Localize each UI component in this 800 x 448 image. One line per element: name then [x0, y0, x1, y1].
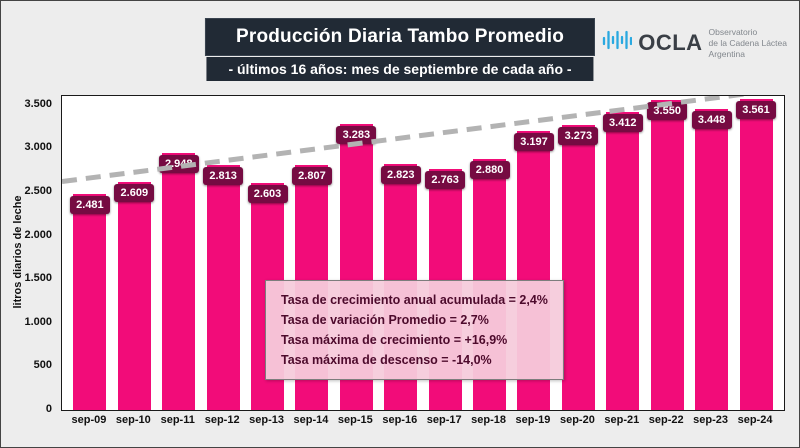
annotation-line: Tasa de variación Promedio = 2,7%: [281, 313, 489, 327]
logo-tagline-line: Observatorio: [708, 27, 758, 37]
x-tick-label: sep-14: [293, 414, 329, 426]
bar-sep-22: 3.550: [647, 96, 688, 410]
x-tick-label: sep-19: [515, 414, 551, 426]
bar-value-label: 2.481: [69, 195, 110, 214]
bar-value-label: 2.603: [247, 185, 288, 203]
x-tick-label: sep-09: [71, 414, 107, 426]
y-tick-label: 2.000: [24, 228, 52, 241]
x-tick-label: sep-16: [382, 414, 418, 426]
bar-value-label: 3.283: [336, 125, 377, 144]
y-tick-label: 1.000: [24, 315, 52, 328]
x-tick-label: sep-15: [337, 414, 373, 426]
bar-sep-21: 3.412: [602, 96, 643, 410]
x-tick-label: sep-10: [115, 414, 151, 426]
y-tick-label: 3.500: [24, 97, 52, 110]
x-tick-label: sep-23: [693, 414, 729, 426]
wave-icon: [602, 28, 633, 57]
annotation-line: Tasa máxima de descenso = -14,0%: [281, 353, 492, 367]
bar-value-label: 2.609: [114, 184, 155, 203]
y-tick-label: 2.500: [24, 184, 52, 197]
chart-title: Producción Diaria Tambo Promedio: [204, 18, 596, 56]
bar-rect: [739, 99, 773, 410]
bar-sep-24: 3.561: [736, 96, 776, 410]
x-tick-label: sep-12: [204, 414, 240, 426]
bar-value-label: 2.880: [469, 160, 510, 179]
x-tick-label: sep-22: [648, 414, 684, 426]
bar-rect: [117, 182, 151, 410]
x-tick-label: sep-21: [604, 414, 640, 426]
bar-value-label: 3.273: [558, 126, 599, 145]
bar-rect: [206, 164, 240, 410]
bar-sep-20: 3.273: [558, 96, 599, 410]
x-tick-label: sep-24: [737, 414, 773, 426]
bar-value-label: 3.561: [736, 101, 776, 120]
bar-rect: [650, 100, 684, 410]
x-tick-label: sep-20: [559, 414, 595, 426]
bar-sep-12: 2.813: [203, 96, 244, 410]
bar-sep-09: 2.481: [69, 96, 110, 410]
chart-subtitle: - últimos 16 años: mes de septiembre de …: [206, 57, 594, 81]
bar-rect: [695, 109, 729, 410]
bar-value-label: 2.807: [291, 167, 332, 186]
bar-value-label: 2.813: [203, 166, 244, 185]
x-tick-label: sep-18: [471, 414, 506, 426]
bar-value-label: 3.550: [647, 102, 688, 121]
ocla-logo: OCLA Observatorio de la Cadena Láctea Ar…: [602, 25, 787, 60]
bar-value-label: 2.948: [158, 154, 199, 173]
logo-wordmark: OCLA: [638, 29, 703, 55]
bar-sep-11: 2.948: [158, 96, 199, 410]
stats-annotation-box: Tasa de crecimiento anual acumulada = 2,…: [265, 280, 564, 380]
y-axis-ticks: 3.500 3.000 2.500 2.000 1.500 1.000 500 0: [1, 95, 57, 415]
bar-sep-10: 2.609: [114, 96, 155, 410]
y-tick-label: 0: [45, 403, 52, 415]
y-tick-label: 1.500: [24, 272, 52, 285]
bar-rect: [73, 193, 107, 410]
bar-value-label: 3.412: [602, 114, 643, 133]
annotation-line: Tasa de crecimiento anual acumulada = 2,…: [281, 293, 548, 307]
annotation-line: Tasa máxima de crecimiento = +16,9%: [281, 333, 508, 347]
logo-tagline-line: de la Cadena Láctea: [708, 38, 787, 49]
bar-rect: [561, 124, 595, 410]
logo-tagline: Observatorio de la Cadena Láctea Argenti…: [709, 25, 787, 60]
y-tick-label: 3.000: [24, 141, 52, 154]
x-tick-label: sep-17: [426, 414, 462, 426]
bar-value-label: 3.448: [691, 111, 732, 130]
bar-sep-23: 3.448: [691, 96, 732, 410]
x-axis-ticks: sep-09 sep-10 sep-11 sep-12 sep-13 sep-14 sep-…: [61, 414, 783, 426]
x-tick-label: sep-13: [249, 414, 284, 426]
bar-value-label: 3.197: [513, 133, 554, 152]
bar-value-label: 2.823: [380, 165, 421, 184]
x-tick-label: sep-11: [160, 414, 195, 426]
logo-tagline-line: Argentina: [708, 49, 745, 60]
bar-rect: [606, 112, 640, 410]
bar-value-label: 2.763: [425, 171, 466, 189]
y-tick-label: 500: [33, 359, 52, 372]
bar-rect: [162, 152, 196, 410]
